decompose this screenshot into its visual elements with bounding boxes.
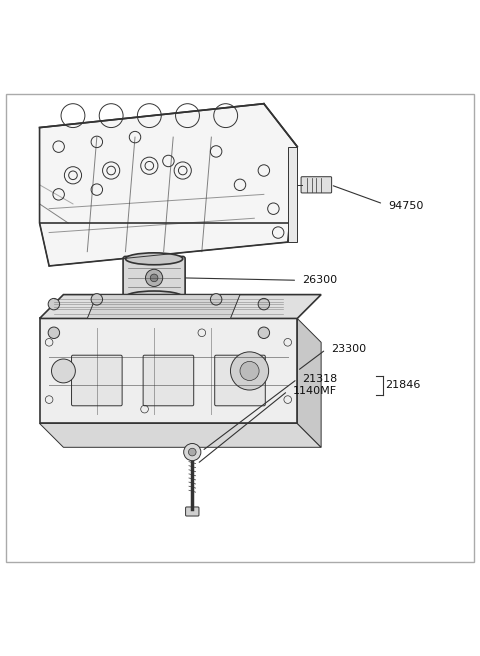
Circle shape: [210, 294, 222, 305]
FancyBboxPatch shape: [143, 355, 194, 406]
FancyBboxPatch shape: [186, 507, 199, 516]
Text: 21846: 21846: [385, 380, 421, 390]
Circle shape: [240, 361, 259, 380]
Text: 26300: 26300: [302, 276, 337, 285]
FancyBboxPatch shape: [123, 256, 185, 299]
Circle shape: [48, 298, 60, 310]
Polygon shape: [39, 295, 321, 318]
Circle shape: [258, 327, 270, 338]
Circle shape: [145, 270, 163, 287]
FancyBboxPatch shape: [72, 355, 122, 406]
FancyBboxPatch shape: [39, 318, 297, 423]
Ellipse shape: [125, 291, 183, 303]
Circle shape: [48, 327, 60, 338]
FancyBboxPatch shape: [215, 355, 265, 406]
Polygon shape: [288, 147, 297, 242]
Circle shape: [230, 352, 269, 390]
Ellipse shape: [125, 253, 183, 265]
Polygon shape: [39, 423, 321, 447]
Circle shape: [184, 443, 201, 461]
Text: 23300: 23300: [331, 344, 366, 354]
FancyBboxPatch shape: [301, 176, 332, 193]
Circle shape: [51, 359, 75, 383]
Circle shape: [258, 298, 270, 310]
Circle shape: [150, 274, 158, 281]
Text: 94750: 94750: [388, 201, 423, 211]
Text: 1140MF: 1140MF: [292, 386, 336, 396]
Polygon shape: [87, 295, 240, 318]
Text: 21318: 21318: [302, 374, 337, 384]
Circle shape: [91, 294, 103, 305]
Circle shape: [189, 448, 196, 456]
Polygon shape: [297, 318, 321, 447]
Polygon shape: [39, 104, 297, 266]
